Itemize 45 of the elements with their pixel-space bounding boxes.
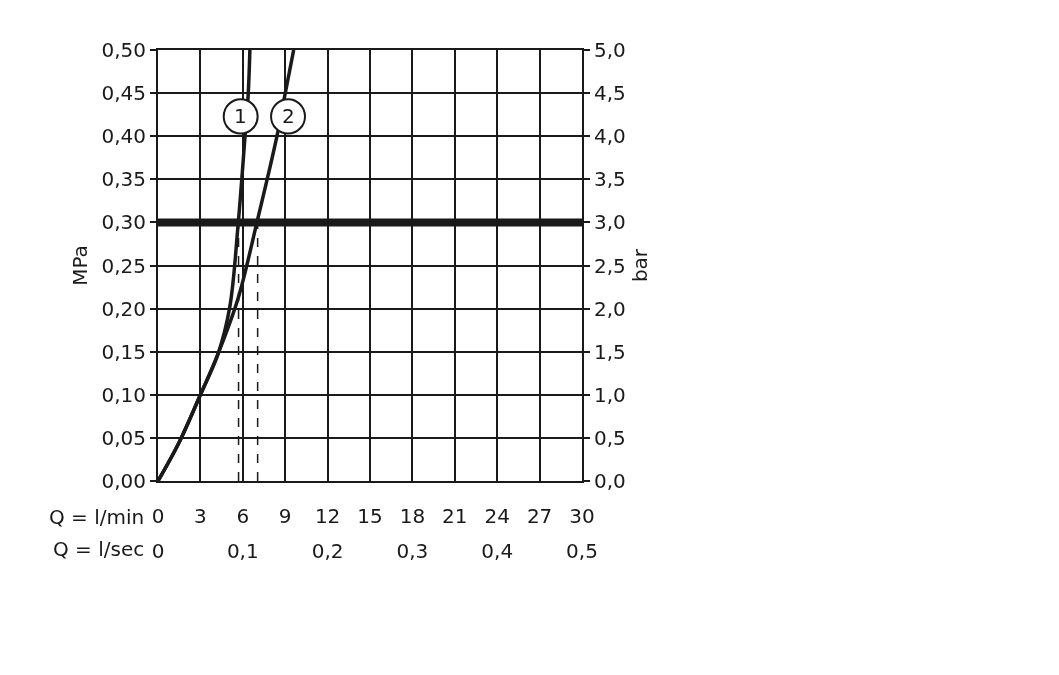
x-tick-label: 6 bbox=[236, 504, 250, 529]
y-tick-label: 0,05 bbox=[101, 425, 146, 450]
x-axis-title: Q = l/min bbox=[49, 505, 145, 529]
y-tick-label: 0,10 bbox=[101, 382, 146, 407]
y-axis-title: MPa bbox=[68, 245, 93, 286]
x-tick-label: 0 bbox=[151, 504, 165, 529]
x2-tick-label: 0,2 bbox=[311, 539, 344, 564]
x2-tick-label: 0,3 bbox=[396, 539, 429, 564]
annotation: 2 bbox=[282, 104, 295, 128]
y2-tick-label: 3,5 bbox=[594, 167, 626, 192]
y2-tick-label: 4,0 bbox=[594, 124, 626, 149]
y-tick-label: 0,30 bbox=[101, 210, 146, 235]
x-tick-label: 15 bbox=[357, 504, 383, 529]
y2-tick-label: 2,0 bbox=[594, 296, 626, 321]
x-tick-label: 9 bbox=[278, 504, 292, 529]
y2-tick-label: 5,0 bbox=[594, 38, 626, 62]
y2-tick-label: 0,0 bbox=[594, 469, 626, 494]
x2-axis-title: Q = l/sec bbox=[53, 537, 145, 561]
x-tick-label: 21 bbox=[442, 504, 468, 529]
x2-tick-label: 0,4 bbox=[481, 539, 514, 564]
y-tick-label: 0,50 bbox=[101, 38, 146, 62]
x-tick-label: 30 bbox=[569, 504, 595, 529]
x-tick-label: 3 bbox=[194, 504, 207, 529]
y2-axis-title: bar bbox=[627, 248, 652, 283]
x-tick-label: 12 bbox=[314, 504, 341, 529]
x-tick-label: 24 bbox=[484, 504, 510, 529]
y-tick-label: 0,40 bbox=[101, 124, 146, 149]
y-tick-label: 0,15 bbox=[101, 339, 146, 364]
annotation: 1 bbox=[234, 104, 247, 128]
y-tick-label: 0,20 bbox=[101, 296, 146, 321]
y2-tick-label: 1,0 bbox=[594, 382, 626, 407]
y-tick-label: 0,35 bbox=[101, 167, 146, 192]
y2-tick-label: 4,5 bbox=[594, 81, 626, 106]
y-tick-label: 0,00 bbox=[101, 469, 146, 494]
x2-tick-label: 0,5 bbox=[566, 539, 598, 564]
x-tick-label: 27 bbox=[526, 504, 553, 529]
x2-tick-label: 0 bbox=[151, 539, 165, 564]
y-tick-label: 0,45 bbox=[101, 81, 146, 106]
y-tick-label: 0,25 bbox=[101, 253, 146, 278]
y2-tick-label: 3,0 bbox=[594, 210, 626, 235]
x2-tick-label: 0,1 bbox=[226, 539, 259, 564]
x-tick-label: 18 bbox=[399, 504, 426, 529]
y2-tick-label: 0,5 bbox=[594, 425, 626, 450]
y2-tick-label: 2,5 bbox=[594, 253, 626, 278]
y2-tick-label: 1,5 bbox=[594, 339, 626, 364]
